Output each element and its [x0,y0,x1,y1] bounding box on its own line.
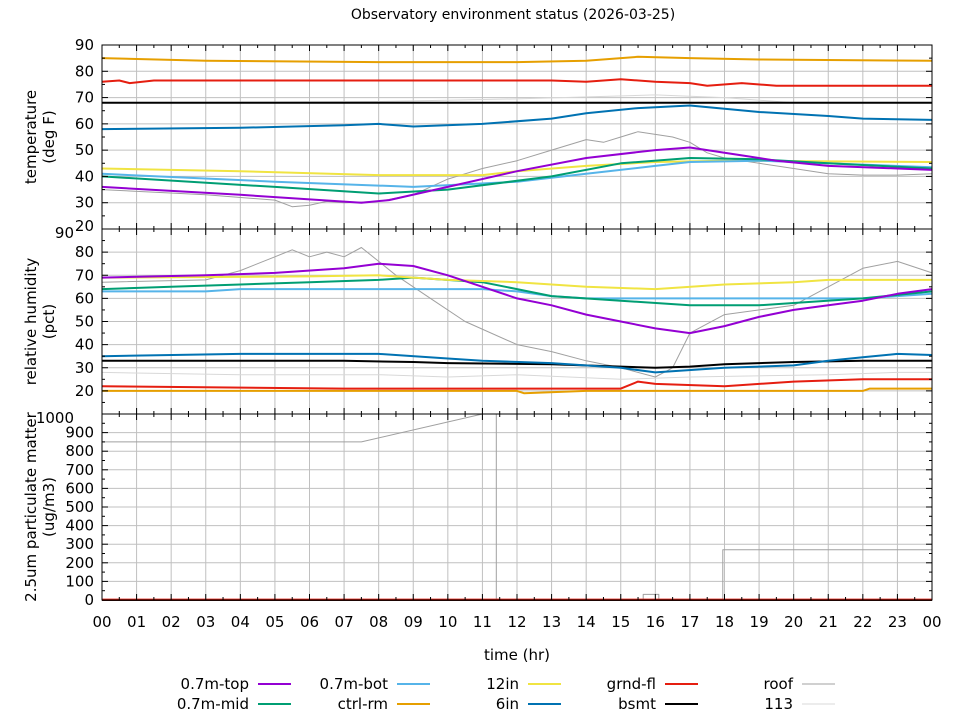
y-axis-label: 2.5um particulate matter [22,411,40,601]
series-07m-top [101,262,933,335]
series-roof [102,413,932,601]
y-tick-label: 60 [75,289,94,307]
legend-label: 113 [764,695,793,713]
y-tick-label: 400 [65,517,94,535]
y-tick-label: 20 [75,217,94,235]
y-tick-label: 600 [65,479,94,497]
y-tick-label: 60 [75,115,94,133]
x-tick-label: 04 [231,613,250,631]
y-tick-label: 700 [65,461,94,479]
y-tick-label: 30 [75,359,94,377]
y-tick-label: 0 [84,591,94,609]
series-ctrl-rm [101,55,933,64]
y-tick-label: 50 [75,313,94,331]
legend-label: 0.7m-top [181,675,249,693]
series-grnd-fl [101,378,932,390]
series-ctrl-rm [102,387,932,395]
x-tick-label: 15 [611,613,630,631]
x-tick-label: 16 [646,613,665,631]
x-tick-label: 09 [404,613,423,631]
series-07m-top [101,146,933,204]
x-tick-label: 07 [335,613,354,631]
legend-label: roof [764,675,794,693]
x-axis-label: time (hr) [484,646,550,664]
y-tick-label: 70 [75,266,94,284]
y-axis-label: temperature [22,90,40,184]
x-tick-label: 00 [92,613,111,631]
legend-label: 6in [496,695,519,713]
y-tick-label: 90 [75,36,94,54]
series-roof [101,131,933,208]
y-axis-label: relative humidity [22,258,40,386]
series-grnd-fl [101,78,932,87]
y-tick-label: 80 [75,243,94,261]
x-tick-label: 06 [300,613,319,631]
series-roof [101,247,933,378]
grid [102,45,932,600]
x-tick-label: 14 [577,613,596,631]
axis-ticks [101,44,933,601]
legend: 0.7m-top 0.7m-mid 0.7m-bot ctrl-rm 12in 6in gr… [177,675,835,713]
series-07m-mid [101,276,933,307]
y-tick-label: 20 [75,382,94,400]
y-tick-label: 500 [65,498,94,516]
legend-label: 0.7m-mid [177,695,249,713]
y-tick-label: 100 [65,572,94,590]
legend-label: ctrl-rm [338,695,388,713]
y-tick-label: 1000 [36,409,74,427]
x-tick-label: 12 [507,613,526,631]
chart-title: Observatory environment status (2026-03-… [351,7,675,23]
y-tick-label: 80 [75,62,94,80]
x-tick-label: 13 [542,613,561,631]
legend-label: 12in [486,675,519,693]
y-tick-label: 70 [75,89,94,107]
legend-label: 0.7m-bot [320,675,389,693]
x-tick-label: 08 [369,613,388,631]
x-tick-label: 17 [680,613,699,631]
series-07m-mid [101,157,933,195]
series-6in [101,104,933,131]
y-tick-label: 90 [55,224,74,242]
series-lines [101,55,933,601]
x-tick-label: 18 [715,613,734,631]
x-tick-label: 03 [196,613,215,631]
series-6in [101,352,933,374]
legend-label: bsmt [618,695,656,713]
x-tick-label: 23 [888,613,907,631]
y-axis-label: (deg F) [40,110,58,163]
y-tick-label: 40 [75,167,94,185]
y-tick-label: 200 [65,554,94,572]
y-tick-label: 300 [65,535,94,553]
x-tick-label: 20 [784,613,803,631]
series-bsmt [102,359,932,369]
x-tick-label: 22 [853,613,872,631]
series-12in [101,274,932,291]
y-tick-label: 800 [65,442,94,460]
legend-label: grnd-fl [607,675,656,693]
y-axis-label: (pct) [40,304,58,339]
x-tick-label: 19 [750,613,769,631]
x-tick-label: 05 [265,613,284,631]
x-tick-label: 00 [922,613,941,631]
y-tick-label: 50 [75,141,94,159]
series-113 [101,371,932,380]
x-tick-label: 01 [127,613,146,631]
y-tick-label: 40 [75,336,94,354]
y-tick-label: 900 [65,424,94,442]
x-tick-label: 21 [819,613,838,631]
x-tick-label: 10 [438,613,457,631]
y-axis-label: (ug/m3) [40,477,58,537]
y-tick-label: 30 [75,194,94,212]
x-tick-label: 02 [162,613,181,631]
x-tick-label: 11 [473,613,492,631]
